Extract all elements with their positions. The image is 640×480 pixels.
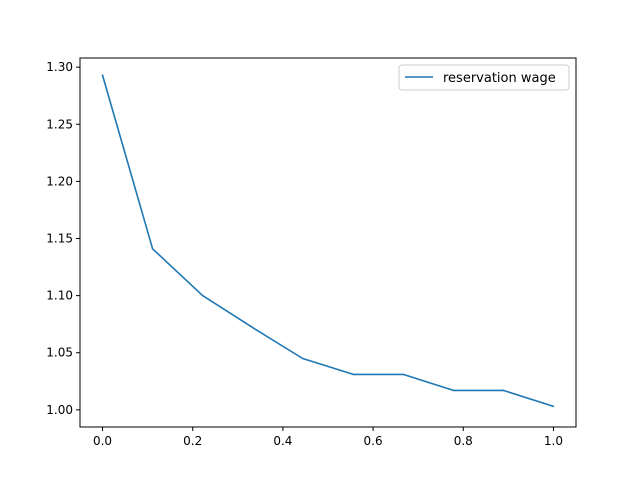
data-point [452,389,455,392]
series-line-0 [101,74,554,408]
x-tick-label: 0.6 [364,434,383,448]
series-layer [101,74,555,408]
data-point [301,357,304,360]
legend-label: reservation wage [443,71,556,86]
y-tick-label: 1.10 [46,289,73,303]
y-tick-label: 1.30 [46,60,73,74]
x-tick-label: 0.4 [273,434,292,448]
data-point [101,74,104,76]
data-point [502,389,505,392]
data-point [552,405,555,408]
x-tick-label: 1.0 [544,434,563,448]
y-tick-label: 1.25 [46,117,73,131]
y-tick-label: 1.05 [46,346,73,360]
legend: reservation wage [398,64,570,91]
x-tick-label: 0.8 [454,434,473,448]
data-point [151,247,154,250]
data-point [352,373,355,376]
x-tick-label: 0.0 [93,434,112,448]
x-axis: 0.0 0.2 0.4 0.6 0.8 1.0 [93,427,563,448]
y-axis: 1.00 1.05 1.10 1.15 1.20 1.25 1.30 [46,60,80,417]
axes-frame [79,57,577,428]
y-tick-label: 1.15 [46,232,73,246]
legend-box [398,64,570,91]
data-point [251,326,254,329]
x-tick-label: 0.2 [183,434,202,448]
data-point [402,373,405,376]
y-tick-label: 1.20 [46,174,73,188]
y-tick-label: 1.00 [46,403,73,417]
data-point [201,294,204,297]
